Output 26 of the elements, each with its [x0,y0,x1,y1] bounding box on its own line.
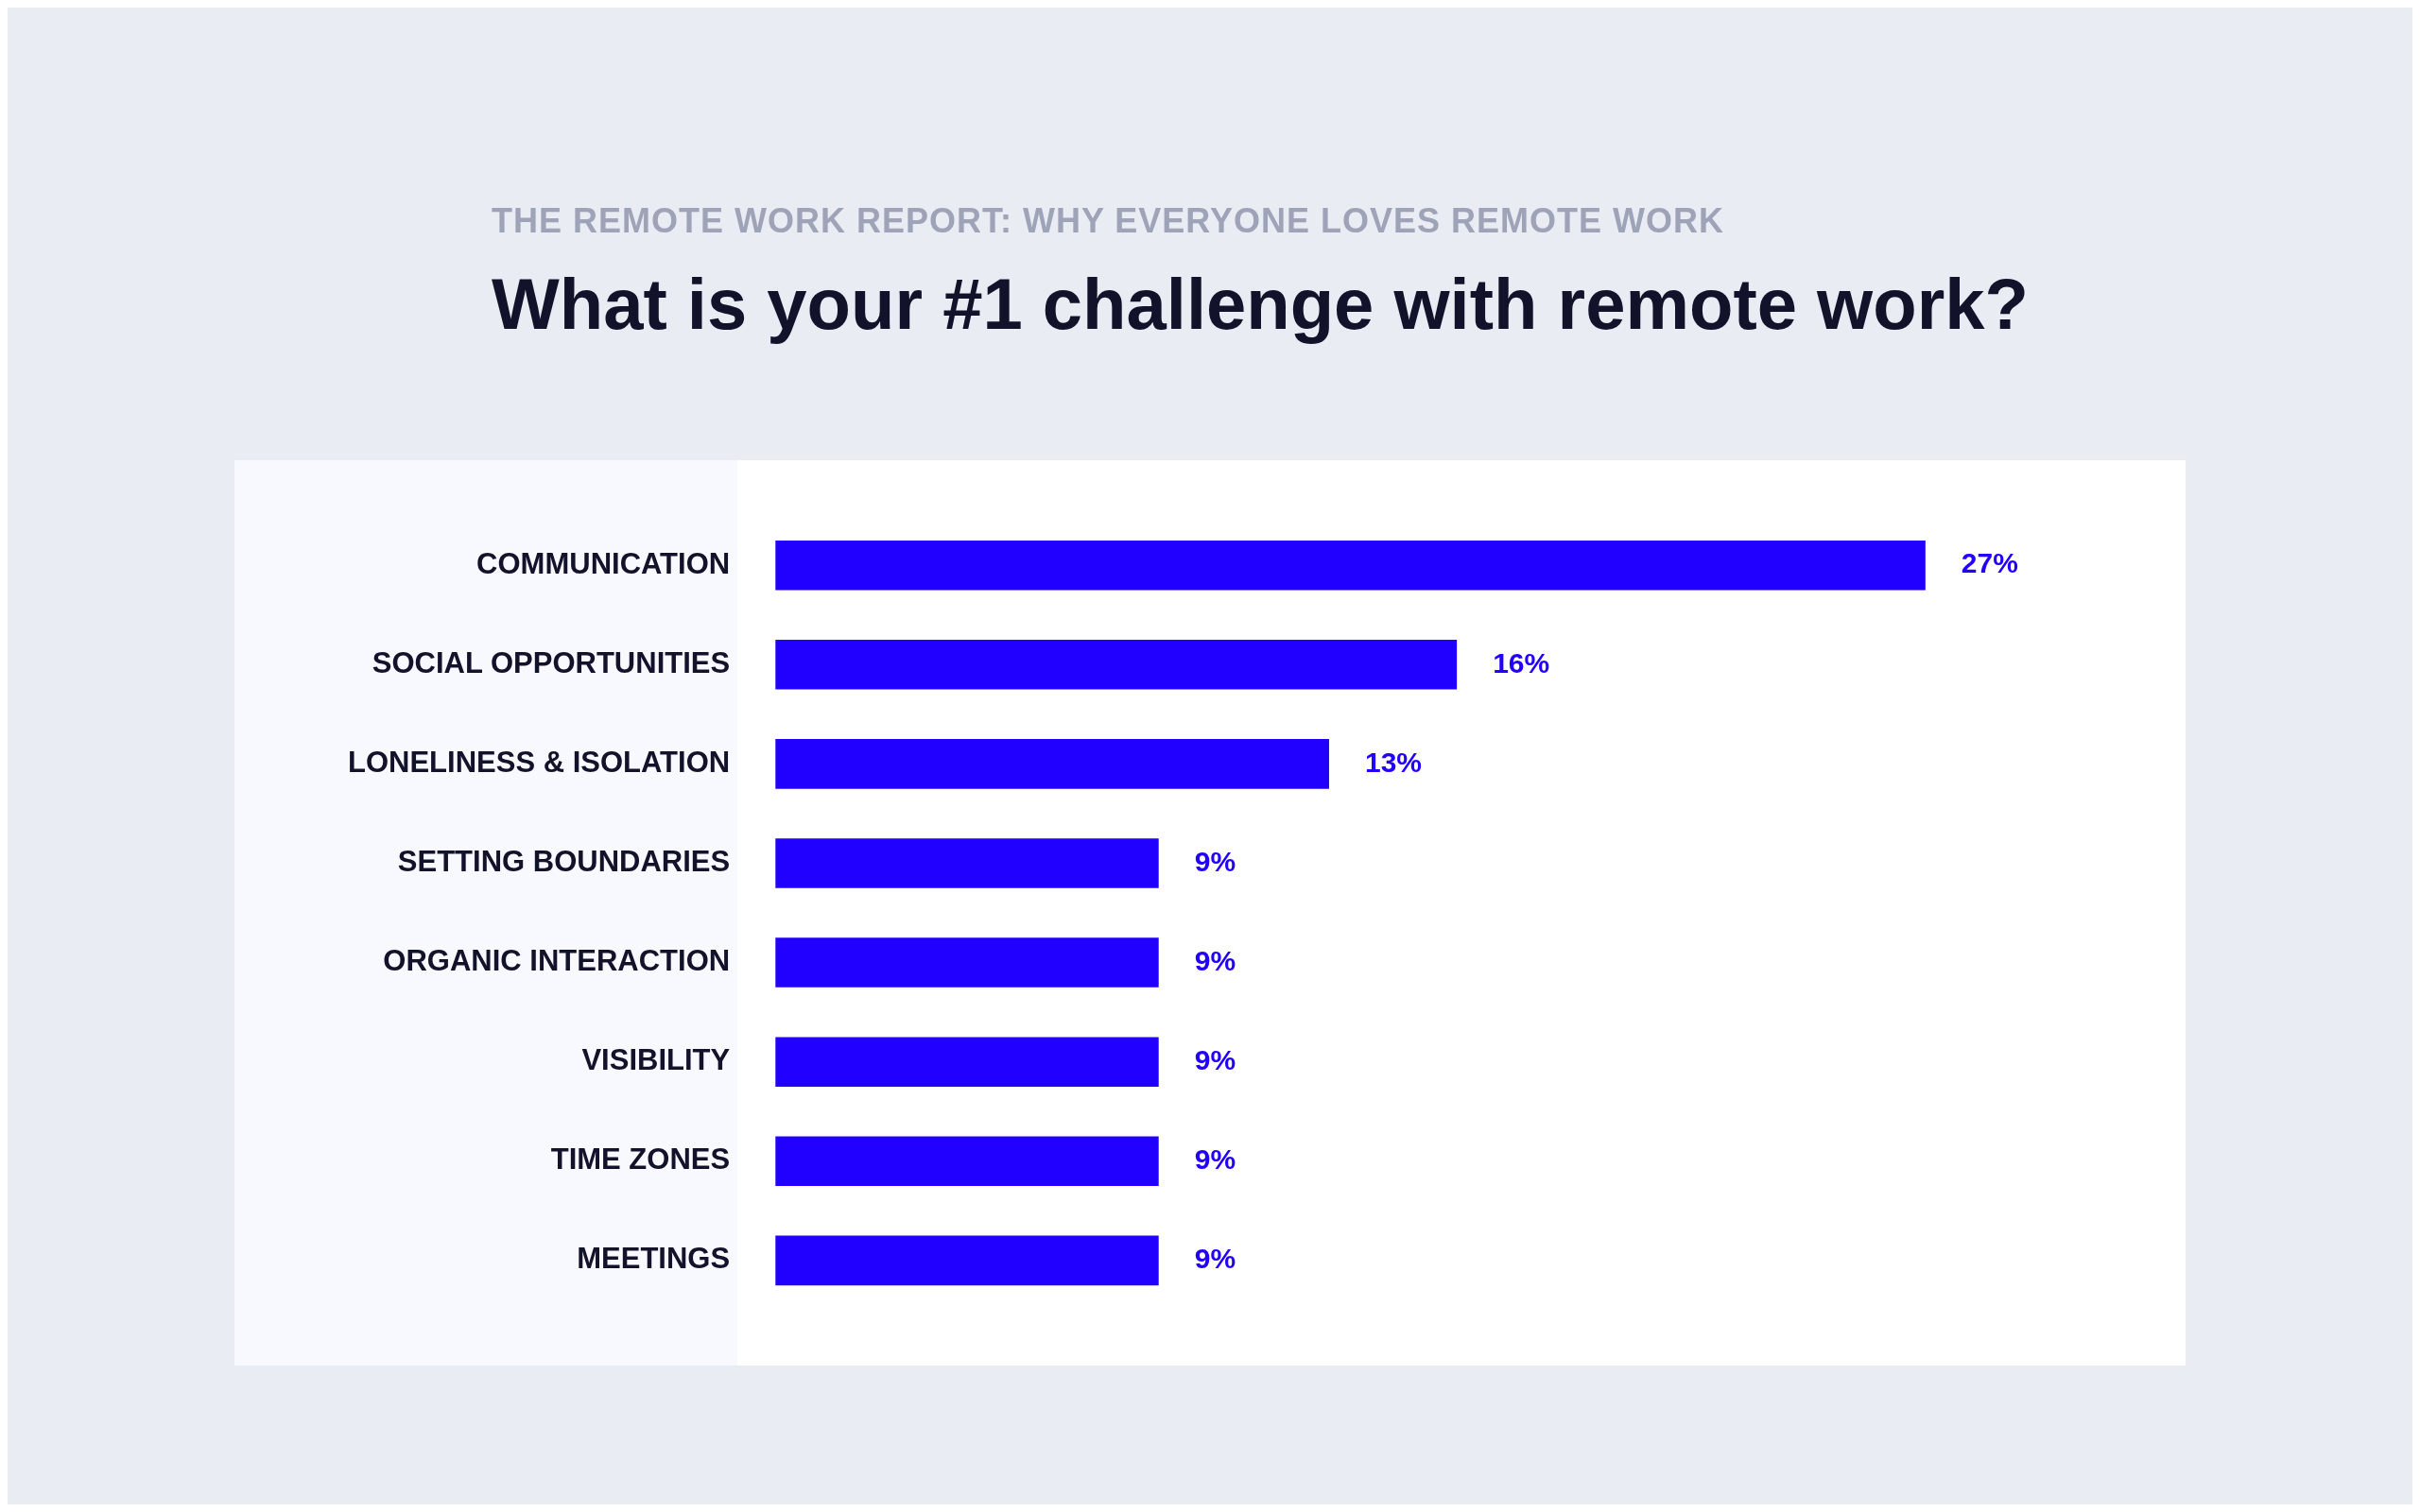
y-tick-label: LONELINESS & ISOLATION [347,745,731,779]
data-label: 27% [1961,547,2018,579]
data-label: 13% [1364,746,1423,778]
bar [775,639,1458,690]
data-label: 9% [1194,944,1236,976]
chart-subtitle: THE REMOTE WORK REPORT: WHY EVERYONE LOVES REMOTE WORK [492,201,1725,241]
data-label: 9% [1194,845,1236,877]
data-label: 9% [1194,1243,1236,1275]
bar [775,540,1926,591]
bar [775,1136,1159,1187]
chart-title: What is your #1 challenge with remote work? [492,263,2029,345]
data-label: 9% [1194,1143,1236,1176]
bar [775,1037,1159,1087]
bar [775,838,1159,888]
y-tick-label: MEETINGS [577,1242,731,1276]
bar [775,739,1329,789]
y-tick-label: SETTING BOUNDARIES [397,845,731,878]
y-tick-label: VISIBILITY [581,1043,731,1077]
bar [775,937,1159,988]
bar [775,1235,1159,1286]
data-label: 16% [1493,646,1550,679]
data-label: 9% [1194,1043,1236,1075]
y-tick-label: COMMUNICATION [476,546,731,580]
y-tick-label: SOCIAL OPPORTUNITIES [372,645,731,679]
y-tick-label: ORGANIC INTERACTION [383,944,731,978]
y-tick-label: TIME ZONES [550,1143,731,1177]
